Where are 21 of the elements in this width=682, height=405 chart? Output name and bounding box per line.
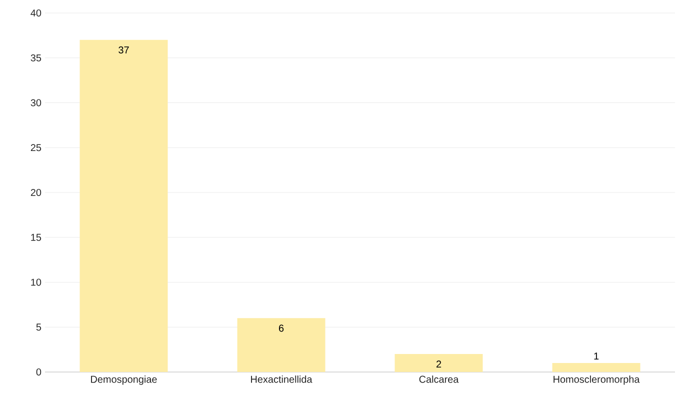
x-tick-label: Hexactinellida — [251, 376, 312, 383]
y-tick-label: 25 — [30, 144, 42, 152]
data-label: 2 — [436, 360, 442, 368]
bar — [552, 363, 640, 372]
data-label: 37 — [118, 46, 129, 54]
data-label: 1 — [594, 352, 599, 360]
y-tick-label: 30 — [30, 99, 42, 106]
y-tick-label: 10 — [31, 278, 42, 286]
x-tick-label: Demospongiae — [91, 376, 157, 385]
bar — [394, 354, 483, 372]
y-tick-label: 35 — [30, 54, 42, 62]
bar — [80, 40, 168, 372]
y-tick-label: 5 — [36, 324, 42, 331]
y-tick-label: 40 — [30, 9, 42, 17]
y-tick-label: 15 — [31, 234, 42, 241]
x-tick-label: Calcarea — [419, 376, 459, 383]
x-tick-label: Homoscleromorpha — [554, 376, 640, 385]
y-tick-label: 0 — [36, 368, 42, 376]
data-label: 6 — [278, 324, 284, 332]
bar — [237, 318, 326, 372]
y-tick-label: 20 — [30, 188, 42, 196]
